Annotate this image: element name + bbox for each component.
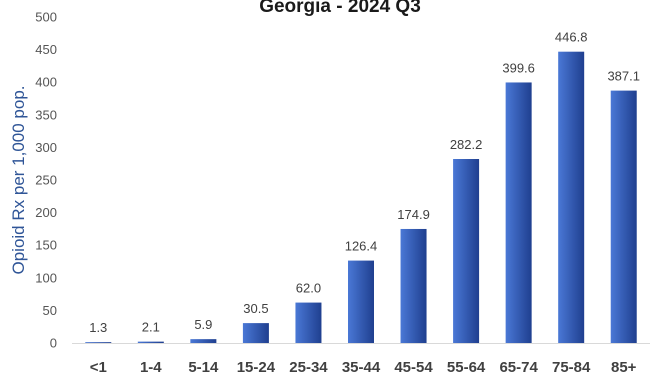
x-tick-label: 1-4 — [140, 359, 162, 375]
x-tick-label: 75-84 — [552, 359, 591, 375]
y-tick-label: 350 — [35, 107, 57, 122]
y-tick-label: 200 — [35, 205, 57, 220]
bar — [400, 228, 427, 343]
x-tick-label: 15-24 — [237, 359, 276, 375]
y-tick-label: 400 — [35, 75, 57, 90]
bar — [137, 341, 164, 343]
y-tick-label: 450 — [35, 42, 57, 57]
bar — [610, 90, 637, 343]
bar — [505, 82, 532, 343]
x-axis: <1 1-4 5-14 15-24 25-34 35-44 45-54 55-64 65-74 7… — [90, 359, 637, 375]
data-label: 126.4 — [345, 239, 378, 254]
bar — [453, 159, 480, 343]
bars: 1.3 2.1 5.9 30.5 62.0 126.4 174.9 282.2 399.6 446… — [85, 30, 640, 343]
y-tick-label: 150 — [35, 238, 57, 253]
x-tick-label: 45-54 — [394, 359, 433, 375]
data-label: 282.2 — [450, 137, 483, 152]
data-label: 174.9 — [397, 207, 430, 222]
bar — [558, 51, 585, 343]
y-tick-label: 500 — [35, 10, 57, 25]
data-label: 1.3 — [89, 320, 107, 335]
data-label: 5.9 — [194, 317, 212, 332]
x-tick-label: 55-64 — [447, 359, 486, 375]
data-label: 387.1 — [607, 69, 640, 84]
x-tick-label: 25-34 — [289, 359, 328, 375]
bar — [295, 302, 322, 343]
chart-title: Georgia - 2024 Q3 — [259, 0, 421, 17]
y-axis-label: Opioid Rx per 1,000 pop. — [9, 85, 28, 274]
y-tick-label: 250 — [35, 173, 57, 188]
data-label: 30.5 — [243, 301, 268, 316]
x-tick-label: <1 — [90, 359, 107, 375]
bar — [85, 342, 112, 343]
x-tick-label: 5-14 — [188, 359, 219, 375]
data-label: 399.6 — [502, 60, 535, 75]
y-tick-label: 300 — [35, 140, 57, 155]
bar — [348, 260, 374, 343]
x-tick-label: 35-44 — [342, 359, 381, 375]
data-label: 2.1 — [142, 320, 160, 335]
y-tick-label: 50 — [43, 303, 57, 318]
data-label: 62.0 — [296, 281, 321, 296]
y-tick-label: 0 — [50, 336, 57, 351]
x-tick-label: 65-74 — [499, 359, 538, 375]
data-label: 446.8 — [555, 30, 588, 45]
x-tick-label: 85+ — [611, 359, 637, 375]
y-tick-label: 100 — [35, 270, 57, 285]
bar — [190, 339, 217, 343]
y-axis: 0 50 100 150 200 250 300 350 400 450 500 — [35, 10, 57, 351]
bar — [242, 323, 269, 343]
